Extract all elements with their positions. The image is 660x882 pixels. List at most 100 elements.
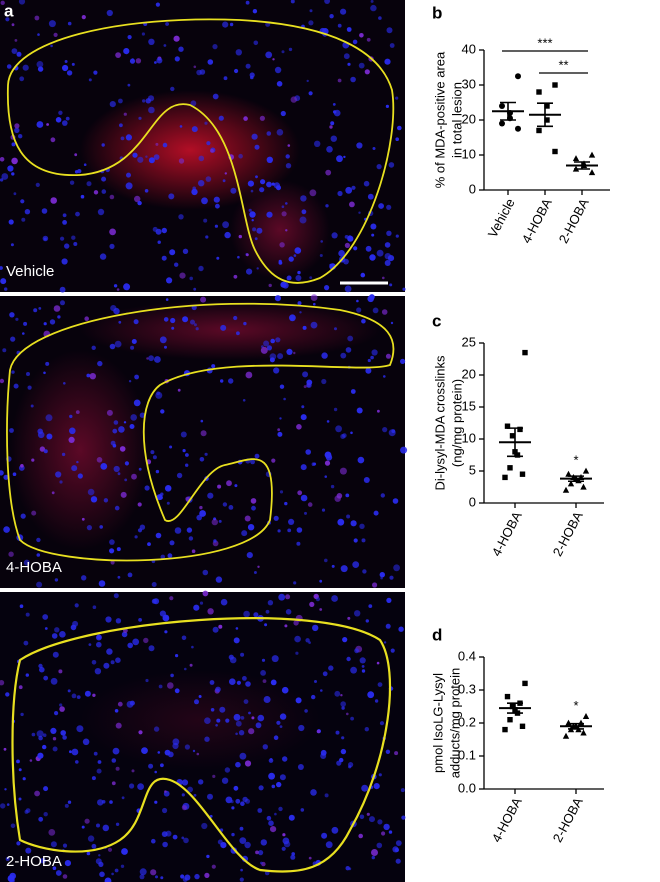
nucleus [165, 22, 170, 26]
nucleus [84, 690, 91, 697]
nucleus [204, 717, 211, 724]
nucleus [96, 768, 102, 774]
nucleus [124, 461, 129, 466]
nucleus [346, 656, 351, 662]
nucleus [25, 808, 31, 813]
nucleus [274, 66, 282, 74]
nucleus [204, 872, 210, 879]
nucleus [268, 283, 272, 288]
nucleus [287, 528, 292, 533]
nucleus [10, 823, 16, 829]
nucleus [89, 373, 97, 380]
nucleus [253, 612, 259, 618]
nucleus [61, 452, 66, 457]
nucleus [92, 693, 96, 697]
nucleus [346, 712, 349, 716]
nucleus [265, 51, 273, 59]
nucleus [58, 110, 63, 116]
nucleus [207, 793, 213, 800]
nucleus [20, 464, 24, 468]
nucleus [148, 763, 154, 769]
nucleus [391, 429, 396, 433]
nucleus [15, 317, 19, 321]
nucleus [365, 619, 369, 623]
nucleus [339, 467, 347, 475]
nucleus [390, 648, 395, 653]
nucleus [279, 417, 282, 420]
nucleus [329, 263, 333, 267]
nucleus [329, 125, 333, 129]
panel-label: d [432, 625, 442, 644]
nucleus [293, 620, 299, 626]
nucleus [279, 490, 284, 494]
nucleus [71, 465, 78, 472]
nucleus [348, 765, 352, 769]
nucleus [346, 514, 351, 519]
nucleus [306, 79, 309, 83]
nucleus [230, 187, 237, 194]
nucleus [212, 774, 216, 779]
nucleus [99, 871, 105, 878]
nucleus [203, 218, 208, 223]
nucleus [178, 214, 184, 220]
nucleus [119, 446, 126, 452]
nucleus [243, 610, 250, 618]
nucleus [220, 598, 228, 606]
nucleus [350, 389, 356, 394]
nucleus [270, 679, 277, 686]
nucleus [383, 375, 386, 378]
nucleus [280, 110, 286, 117]
nucleus [34, 790, 40, 797]
nucleus [260, 670, 266, 676]
nucleus [55, 870, 62, 876]
nucleus [109, 343, 116, 350]
nucleus [5, 692, 10, 697]
nucleus [43, 371, 46, 375]
point [502, 726, 508, 733]
nucleus [271, 182, 275, 186]
nucleus [16, 841, 21, 846]
nucleus [198, 265, 204, 272]
nucleus [362, 569, 367, 574]
nucleus [388, 830, 393, 834]
nucleus [368, 604, 373, 608]
nucleus [228, 378, 234, 384]
nucleus [299, 216, 307, 224]
nucleus [213, 196, 220, 203]
point [502, 474, 508, 481]
nucleus [240, 652, 245, 657]
nucleus [395, 96, 399, 100]
nucleus [248, 208, 252, 212]
nucleus [383, 641, 387, 644]
nucleus [139, 874, 145, 880]
nucleus [359, 523, 365, 529]
nucleus [340, 748, 347, 755]
nucleus [153, 154, 160, 161]
nucleus [295, 275, 302, 281]
nucleus [348, 235, 352, 239]
point [552, 82, 558, 88]
nucleus [59, 631, 66, 638]
nucleus [48, 829, 56, 836]
nucleus [340, 694, 343, 697]
nucleus [266, 131, 272, 136]
nucleus [50, 197, 57, 204]
nucleus [36, 61, 44, 68]
nucleus [233, 274, 238, 279]
nucleus [3, 474, 9, 480]
nucleus [345, 347, 352, 353]
nucleus [69, 414, 73, 419]
nucleus [50, 677, 58, 685]
nucleus [300, 494, 308, 502]
nucleus [141, 747, 148, 754]
nucleus [262, 679, 267, 683]
nucleus [324, 558, 328, 563]
nucleus [6, 803, 10, 806]
nucleus [154, 356, 161, 363]
nucleus [378, 773, 382, 777]
nucleus [274, 295, 281, 302]
nucleus [81, 575, 87, 581]
nucleus [272, 58, 275, 61]
nucleus [1, 173, 9, 180]
